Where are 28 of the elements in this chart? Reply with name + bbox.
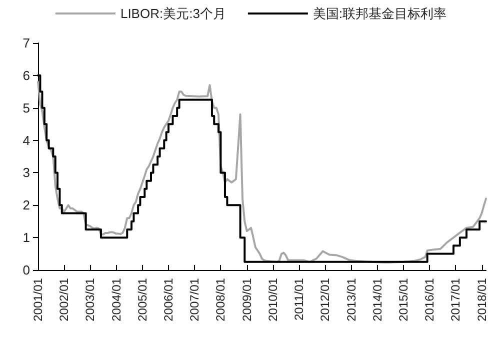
x-tick-label: 2014/01 (370, 278, 384, 322)
x-tick-label: 2009/01 (240, 278, 254, 322)
y-tick-label: 6 (22, 68, 30, 83)
x-tick-label: 2001/01 (31, 278, 45, 322)
y-tick-label: 3 (22, 165, 30, 180)
legend-label: 美国:联邦基金目标利率 (312, 6, 447, 21)
x-tick-label: 2017/01 (448, 278, 463, 322)
y-tick-label: 7 (22, 36, 30, 50)
x-tick-label: 2008/01 (214, 278, 228, 322)
y-tick-label: 0 (22, 262, 30, 278)
y-tick-label: 1 (22, 230, 30, 246)
x-tick-label: 2007/01 (188, 278, 202, 322)
x-tick-label: 2013/01 (344, 278, 358, 322)
x-tick-label: 2018/01 (474, 278, 489, 322)
x-tick-label: 2012/01 (318, 278, 332, 322)
y-tick-label: 4 (22, 132, 30, 148)
x-tick-label: 2005/01 (135, 278, 150, 322)
y-tick-label: 2 (22, 198, 30, 213)
x-tick-label: 2016/01 (422, 278, 437, 322)
x-tick-label: 2004/01 (109, 278, 124, 322)
x-tick-label: 2011/01 (292, 278, 306, 320)
x-tick-label: 2006/01 (162, 278, 176, 322)
x-tick-label: 2003/01 (83, 278, 98, 322)
x-tick-label: 2002/01 (57, 278, 72, 322)
x-tick-label: 2010/01 (266, 278, 280, 322)
x-tick-label: 2015/01 (396, 278, 410, 322)
y-tick-label: 5 (22, 100, 30, 116)
legend-label: LIBOR:美元:3个月 (120, 6, 226, 21)
